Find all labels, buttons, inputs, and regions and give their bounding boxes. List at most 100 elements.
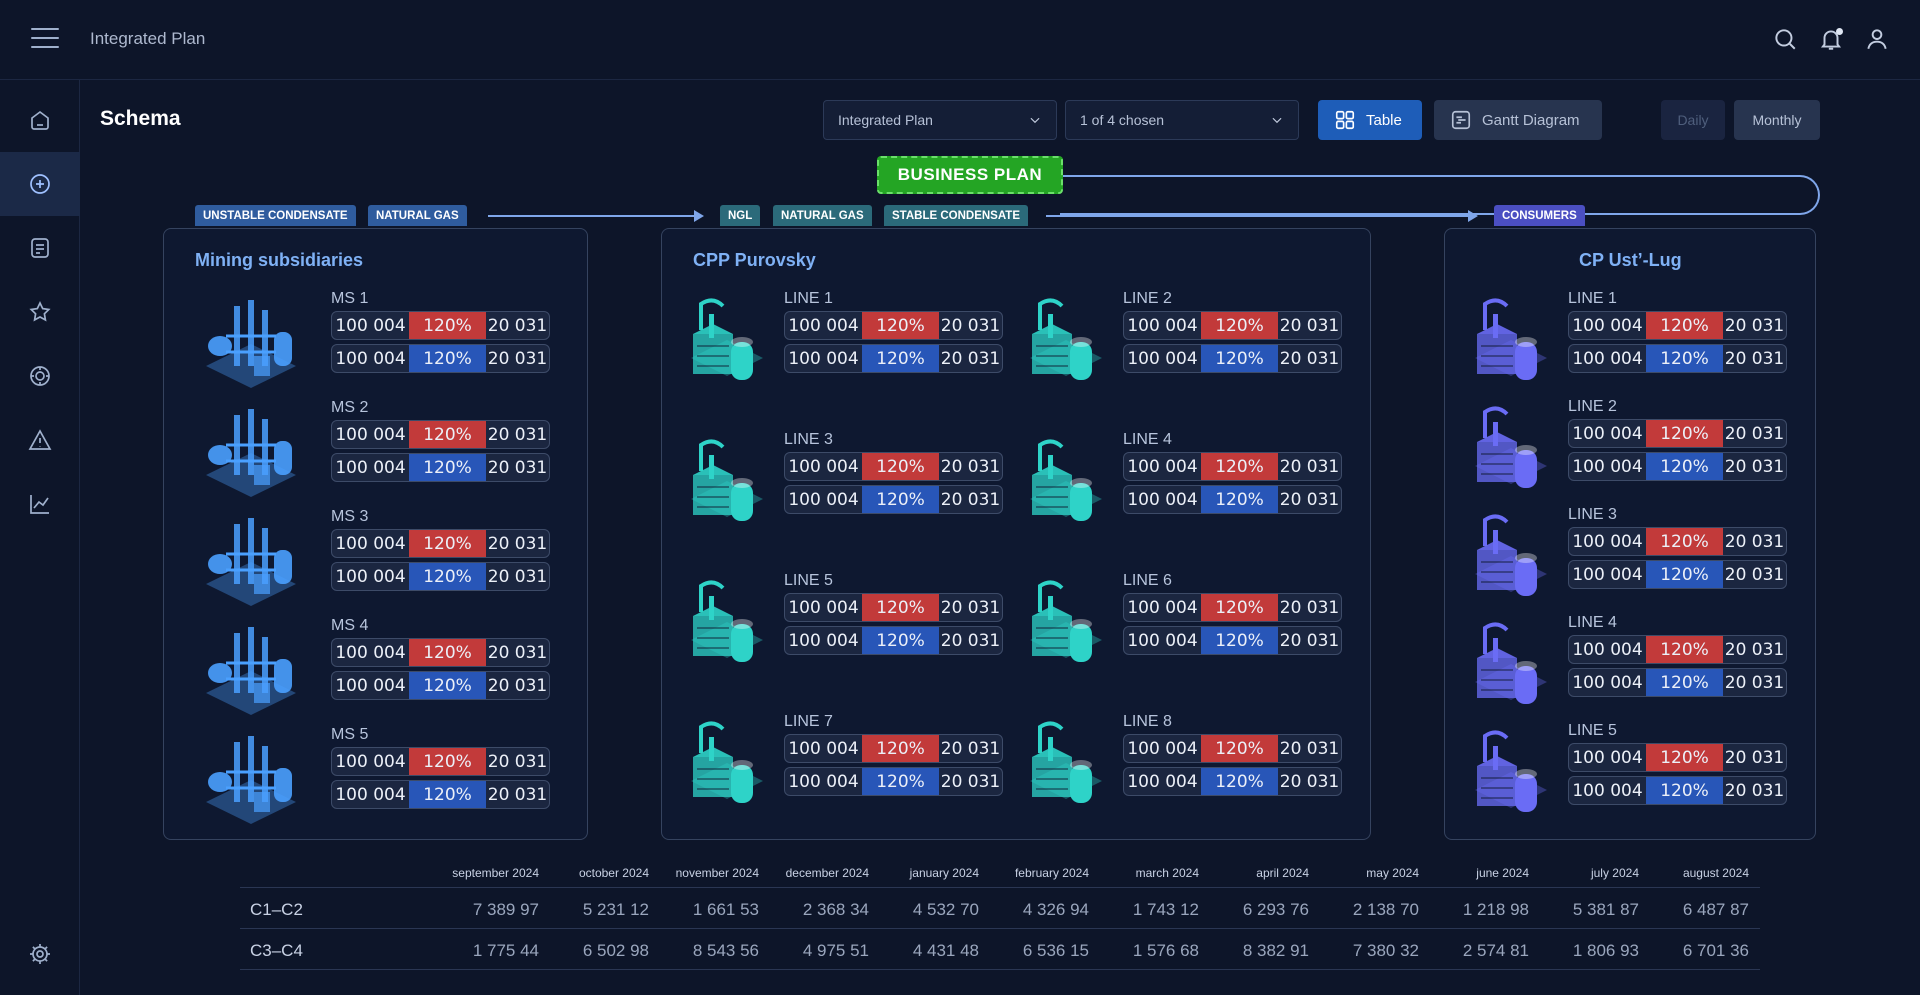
percent-value: 120% <box>862 345 939 372</box>
star-icon <box>29 301 51 322</box>
unit-label: LINE 3 <box>784 431 833 448</box>
plan-select[interactable]: Integrated Plan <box>823 100 1057 140</box>
search-icon[interactable] <box>1772 26 1798 52</box>
fact-value: 20 031 <box>487 424 548 445</box>
fact-value: 20 031 <box>940 315 1001 336</box>
plan-value: 100 004 <box>1127 630 1198 651</box>
percent-value: 120% <box>1201 312 1278 339</box>
oil-rig-icon <box>196 623 306 723</box>
plan-value: 100 004 <box>1572 639 1643 660</box>
unit-card[interactable]: LINE 5 100 004 120% 20 031 100 004 120% 20 031 <box>683 572 1003 662</box>
unit-card[interactable]: LINE 2 100 004 120% 20 031 100 004 120% 20 031 <box>1467 398 1787 488</box>
percent-value: 120% <box>1646 345 1723 372</box>
unit-card[interactable]: LINE 1 100 004 120% 20 031 100 004 120% 20 031 <box>1467 290 1787 380</box>
sidebar-item-documents[interactable] <box>0 216 80 280</box>
percent-value: 120% <box>1646 528 1723 555</box>
plan-value: 100 004 <box>788 597 859 618</box>
panel-title: Mining subsidiaries <box>195 250 364 270</box>
plan-value: 100 004 <box>1127 456 1198 477</box>
factory-icon <box>683 437 793 537</box>
unit-label: LINE 1 <box>1568 290 1617 307</box>
fact-value: 20 031 <box>1724 672 1785 693</box>
bell-icon[interactable] <box>1818 26 1844 52</box>
percent-value: 120% <box>1646 453 1723 480</box>
menu-icon[interactable] <box>31 28 59 50</box>
user-icon[interactable] <box>1864 26 1890 52</box>
table-cell: 4 532 70 <box>912 900 979 919</box>
percent-value: 120% <box>409 672 486 699</box>
chevron-down-icon <box>1030 117 1040 124</box>
unit-card[interactable]: MS 1 100 004 120% 20 031 100 004 120% 20 031 <box>196 290 550 388</box>
sidebar-item-analytics[interactable] <box>0 472 80 536</box>
fact-value: 20 031 <box>940 630 1001 651</box>
settings-icon <box>30 944 50 964</box>
month-header: december 2024 <box>785 866 869 880</box>
tag-stable-condensate: STABLE CONDENSATE <box>884 205 1028 226</box>
percent-value: 120% <box>409 563 486 590</box>
unit-card[interactable]: LINE 5 100 004 120% 20 031 100 004 120% 20 031 <box>1467 722 1787 812</box>
unit-label: MS 5 <box>331 726 369 743</box>
percent-value: 120% <box>1201 735 1278 762</box>
table-view-button[interactable]: Table <box>1318 100 1422 140</box>
sidebar-item-home[interactable] <box>0 88 80 152</box>
unit-card[interactable]: MS 5 100 004 120% 20 031 100 004 120% 20 031 <box>196 726 550 824</box>
unit-label: MS 4 <box>331 617 369 634</box>
sidebar-item-targets[interactable] <box>0 344 80 408</box>
chart-icon <box>30 495 49 514</box>
percent-value: 120% <box>862 312 939 339</box>
plan-select-value: Integrated Plan <box>838 112 933 128</box>
value-row: 100 004 120% 20 031 <box>331 780 550 809</box>
fact-value: 20 031 <box>1279 597 1340 618</box>
unit-card[interactable]: LINE 1 100 004 120% 20 031 100 004 120% 20 031 <box>683 290 1003 380</box>
gantt-view-button[interactable]: Gantt Diagram <box>1434 100 1602 140</box>
value-row: 100 004 120% 20 031 <box>331 453 550 482</box>
unit-label: LINE 8 <box>1123 713 1172 730</box>
table-cell: 4 326 94 <box>1022 900 1089 919</box>
value-row: 100 004 120% 20 031 <box>1568 452 1787 481</box>
app-title: Integrated Plan <box>90 29 206 48</box>
fact-value: 20 031 <box>1279 315 1340 336</box>
chosen-select[interactable]: 1 of 4 chosen <box>1065 100 1299 140</box>
table-cell: 1 218 98 <box>1462 900 1529 919</box>
value-row: 100 004 120% 20 031 <box>331 562 550 591</box>
sidebar-item-alerts[interactable] <box>0 408 80 472</box>
tag-natural-gas: NATURAL GAS <box>368 205 467 226</box>
unit-card[interactable]: LINE 4 100 004 120% 20 031 100 004 120% 20 031 <box>1022 431 1342 521</box>
month-header: july 2024 <box>1590 866 1639 880</box>
fact-value: 20 031 <box>1279 738 1340 759</box>
month-header: january 2024 <box>909 866 979 880</box>
factory-icon <box>1022 719 1132 819</box>
unit-card[interactable]: MS 2 100 004 120% 20 031 100 004 120% 20 031 <box>196 399 550 497</box>
fact-value: 20 031 <box>1279 348 1340 369</box>
unit-card[interactable]: MS 4 100 004 120% 20 031 100 004 120% 20 031 <box>196 617 550 715</box>
business-plan-badge[interactable]: BUSINESS PLAN <box>877 156 1063 194</box>
value-row: 100 004 120% 20 031 <box>331 747 550 776</box>
unit-card[interactable]: LINE 7 100 004 120% 20 031 100 004 120% 20 031 <box>683 713 1003 803</box>
monthly-toggle[interactable]: Monthly <box>1734 100 1820 140</box>
fact-value: 20 031 <box>1724 780 1785 801</box>
percent-value: 120% <box>409 748 486 775</box>
unit-card[interactable]: LINE 2 100 004 120% 20 031 100 004 120% 20 031 <box>1022 290 1342 380</box>
gantt-view-label: Gantt Diagram <box>1482 111 1580 129</box>
fact-value: 20 031 <box>940 348 1001 369</box>
unit-card[interactable]: LINE 3 100 004 120% 20 031 100 004 120% 20 031 <box>1467 506 1787 596</box>
sidebar-item-favorites[interactable] <box>0 280 80 344</box>
value-row: 100 004 120% 20 031 <box>1568 668 1787 697</box>
value-row: 100 004 120% 20 031 <box>1123 311 1342 340</box>
percent-value: 120% <box>1646 777 1723 804</box>
plan-value: 100 004 <box>335 533 406 554</box>
plan-value: 100 004 <box>788 315 859 336</box>
unit-card[interactable]: MS 3 100 004 120% 20 031 100 004 120% 20 031 <box>196 508 550 606</box>
sidebar-item-settings[interactable] <box>0 922 80 986</box>
unit-card[interactable]: LINE 4 100 004 120% 20 031 100 004 120% 20 031 <box>1467 614 1787 704</box>
percent-value: 120% <box>862 594 939 621</box>
unit-label: LINE 3 <box>1568 506 1617 523</box>
unit-card[interactable]: LINE 3 100 004 120% 20 031 100 004 120% 20 031 <box>683 431 1003 521</box>
unit-card[interactable]: LINE 8 100 004 120% 20 031 100 004 120% 20 031 <box>1022 713 1342 803</box>
sidebar-item-schema[interactable] <box>0 152 80 216</box>
plan-value: 100 004 <box>1572 747 1643 768</box>
daily-toggle[interactable]: Daily <box>1661 100 1725 140</box>
unit-card[interactable]: LINE 6 100 004 120% 20 031 100 004 120% 20 031 <box>1022 572 1342 662</box>
unit-label: LINE 2 <box>1123 290 1172 307</box>
table-cell: 2 368 34 <box>802 900 869 919</box>
